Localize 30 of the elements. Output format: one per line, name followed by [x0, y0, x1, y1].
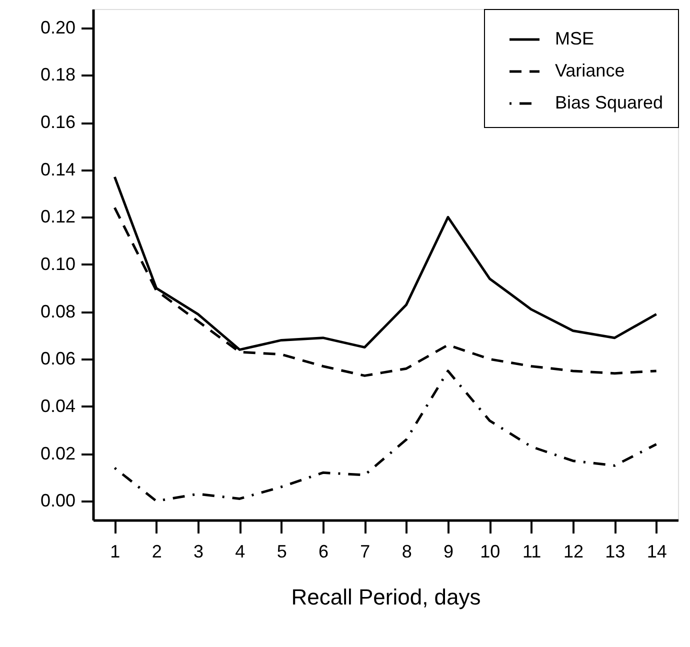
y-tick-label: 0.08	[40, 301, 76, 322]
legend-label: MSE	[555, 28, 594, 48]
x-axis-title: Recall Period, days	[291, 584, 481, 610]
y-tick-label: 0.00	[40, 490, 76, 511]
legend-label: Bias Squared	[555, 92, 664, 112]
x-tick-label: 11	[522, 542, 542, 562]
legend-label: Variance	[555, 60, 625, 80]
y-tick-label: 0.12	[40, 206, 76, 227]
x-tick-label: 12	[563, 542, 584, 562]
x-tick-label: 5	[276, 542, 287, 562]
y-tick-label: 0.14	[40, 159, 76, 180]
x-tick-label: 14	[646, 542, 667, 562]
x-tick-label: 13	[605, 542, 626, 562]
x-tick-label: 10	[480, 542, 500, 562]
x-tick-label: 9	[443, 542, 454, 562]
y-tick-label: 0.16	[40, 112, 76, 132]
y-tick-label: 0.20	[40, 17, 76, 38]
line-series	[113, 370, 658, 502]
x-tick-label: 8	[402, 542, 412, 562]
y-tick-label: 0.04	[40, 396, 76, 416]
x-tick-label: 3	[193, 542, 204, 562]
x-tick-label: 2	[152, 542, 162, 562]
y-tick-label: 0.10	[40, 254, 76, 274]
x-tick-label: 1	[110, 542, 120, 562]
y-tick-label: 0.18	[40, 64, 76, 85]
y-tick-label: 0.02	[40, 443, 76, 464]
x-tick-label: 4	[235, 542, 246, 562]
x-tick-label: 7	[360, 542, 370, 562]
y-tick-label: 0.06	[40, 348, 76, 369]
x-tick-label: 6	[318, 542, 329, 562]
